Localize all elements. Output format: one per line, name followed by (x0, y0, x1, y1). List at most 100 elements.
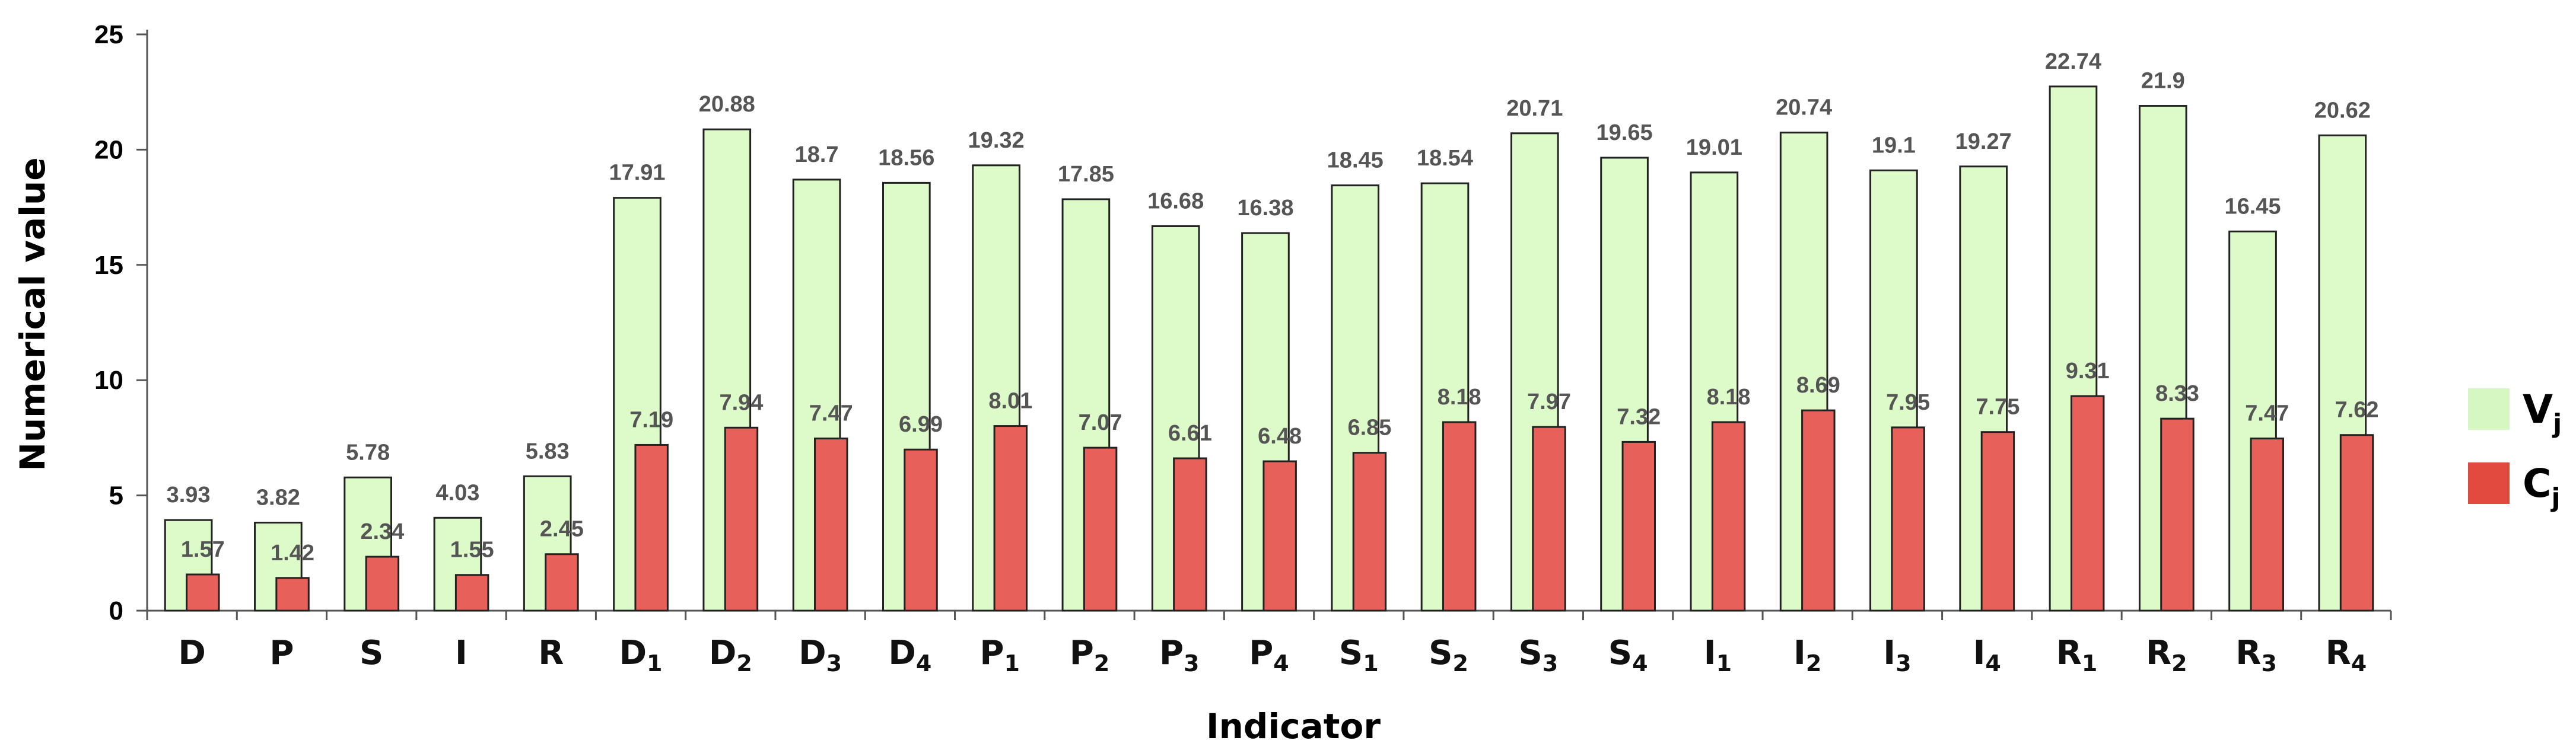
x-tick-label: S3 (1518, 634, 1558, 676)
bar-c (904, 448, 938, 612)
data-label-c: 7.47 (809, 401, 853, 426)
data-label-v: 3.93 (167, 483, 211, 508)
y-tick-label: 5 (109, 481, 123, 510)
data-label-v: 4.03 (435, 480, 479, 505)
x-tick-label: S (360, 634, 383, 672)
data-label-c: 7.19 (629, 407, 673, 432)
data-label-c: 7.95 (1886, 390, 1930, 415)
x-tick-label: I (455, 634, 468, 672)
data-label-v: 17.85 (1058, 162, 1114, 187)
bar-c (454, 574, 489, 612)
data-label-c: 1.42 (271, 541, 314, 566)
x-tick-label: S2 (1429, 634, 1468, 676)
bar-c (2339, 434, 2374, 612)
bars (164, 85, 2374, 612)
data-label-v: 22.74 (2045, 49, 2101, 74)
data-label-c: 6.61 (1168, 421, 1212, 446)
bar-c (275, 577, 310, 612)
y-tick-label: 10 (94, 366, 123, 395)
bar-c (1532, 426, 1566, 612)
y-tick-label: 0 (109, 596, 123, 625)
data-label-c: 7.94 (719, 390, 763, 415)
data-label-c: 8.01 (988, 389, 1032, 414)
bar-c (634, 443, 669, 612)
y-tick-label: 25 (94, 20, 123, 49)
data-label-c: 7.62 (2335, 398, 2379, 423)
data-labels: 3.93 1.57 3.82 1.42 5.78 2.34 4.03 1.55 5.83 2.45… (167, 49, 2379, 566)
x-tick-label: D1 (619, 634, 663, 676)
bar-c (724, 426, 759, 612)
x-tick-label: I2 (1793, 634, 1821, 676)
x-tick-label: P1 (979, 634, 1020, 676)
data-label-c: 8.33 (2155, 381, 2199, 406)
data-label-c: 6.99 (899, 412, 943, 437)
data-label-v: 18.54 (1417, 146, 1473, 171)
x-tick-label: R3 (2235, 634, 2277, 676)
legend-item-v-label: Vj (2523, 387, 2562, 439)
data-label-v: 18.56 (878, 145, 934, 170)
data-label-c: 2.45 (540, 517, 584, 542)
data-label-c: 7.75 (1976, 395, 2020, 420)
bar-c (1980, 431, 2015, 612)
x-tick-label: D2 (709, 634, 752, 676)
y-axis-title: Numerical value (12, 157, 53, 471)
bar-c (545, 553, 579, 612)
x-tick-label: P2 (1070, 634, 1110, 676)
data-label-v: 16.68 (1147, 189, 1204, 213)
data-label-v: 20.71 (1506, 96, 1563, 121)
x-axis-title: Indicator (1206, 706, 1381, 746)
x-tick-label: R (538, 634, 564, 672)
y-tick-label: 15 (94, 251, 123, 280)
data-label-c: 7.07 (1079, 410, 1122, 435)
x-tick-label: I3 (1883, 634, 1911, 676)
x-tick-label: I4 (1973, 634, 2001, 676)
data-label-c: 8.18 (1707, 385, 1751, 410)
data-label-c: 7.32 (1617, 404, 1661, 429)
legend-item-c-swatch (2468, 462, 2510, 504)
bar-c (2070, 395, 2105, 612)
x-tick-label: D (178, 634, 205, 672)
bar-c (993, 425, 1028, 612)
data-label-c: 6.48 (1258, 424, 1302, 449)
data-label-v: 19.27 (1955, 129, 2012, 154)
data-label-v: 18.45 (1327, 148, 1384, 173)
data-label-v: 3.82 (256, 485, 300, 510)
data-label-c: 7.47 (2245, 401, 2289, 426)
data-label-c: 8.18 (1438, 385, 1481, 410)
bar-c (1442, 421, 1477, 612)
data-label-v: 21.9 (2141, 69, 2185, 94)
data-label-v: 19.1 (1872, 133, 1916, 158)
bar-c (1262, 460, 1297, 612)
data-label-v: 5.83 (526, 439, 570, 464)
data-label-c: 1.55 (450, 538, 494, 563)
data-label-c: 8.69 (1796, 373, 1840, 398)
data-label-v: 5.78 (346, 440, 390, 465)
legend-item-c-label: Cj (2523, 461, 2561, 513)
bar-c (2160, 417, 2195, 612)
data-label-c: 6.85 (1347, 416, 1391, 441)
axes: 0 5 10 15 20 25 D P S I R D1 D2 D3 D4 P1 P2 P3 P4 S1 S2 S3 S4 I… (94, 20, 2392, 676)
data-label-c: 7.97 (1527, 390, 1571, 414)
data-label-v: 20.62 (2314, 98, 2371, 123)
x-tick-label: I1 (1704, 634, 1732, 676)
data-label-v: 19.65 (1597, 120, 1653, 145)
x-tick-label: P (269, 634, 294, 672)
data-label-v: 16.45 (2224, 194, 2281, 219)
y-tick-label: 20 (94, 135, 123, 164)
x-tick-label: R2 (2146, 634, 2187, 676)
data-label-v: 16.38 (1237, 196, 1293, 221)
bar-c (1621, 441, 1656, 612)
data-label-c: 9.31 (2066, 359, 2110, 384)
legend-item-v-swatch (2468, 388, 2510, 430)
bar-c (1083, 446, 1118, 612)
data-label-v: 18.7 (795, 142, 839, 167)
x-tick-label: D4 (888, 634, 931, 676)
bar-c (814, 438, 848, 612)
data-label-v: 19.01 (1686, 135, 1742, 160)
bar-c (365, 556, 400, 612)
bar-c (1711, 421, 1746, 612)
bar-c (1891, 426, 1925, 612)
bar-c (1352, 452, 1387, 612)
x-tick-label: P3 (1159, 634, 1200, 676)
